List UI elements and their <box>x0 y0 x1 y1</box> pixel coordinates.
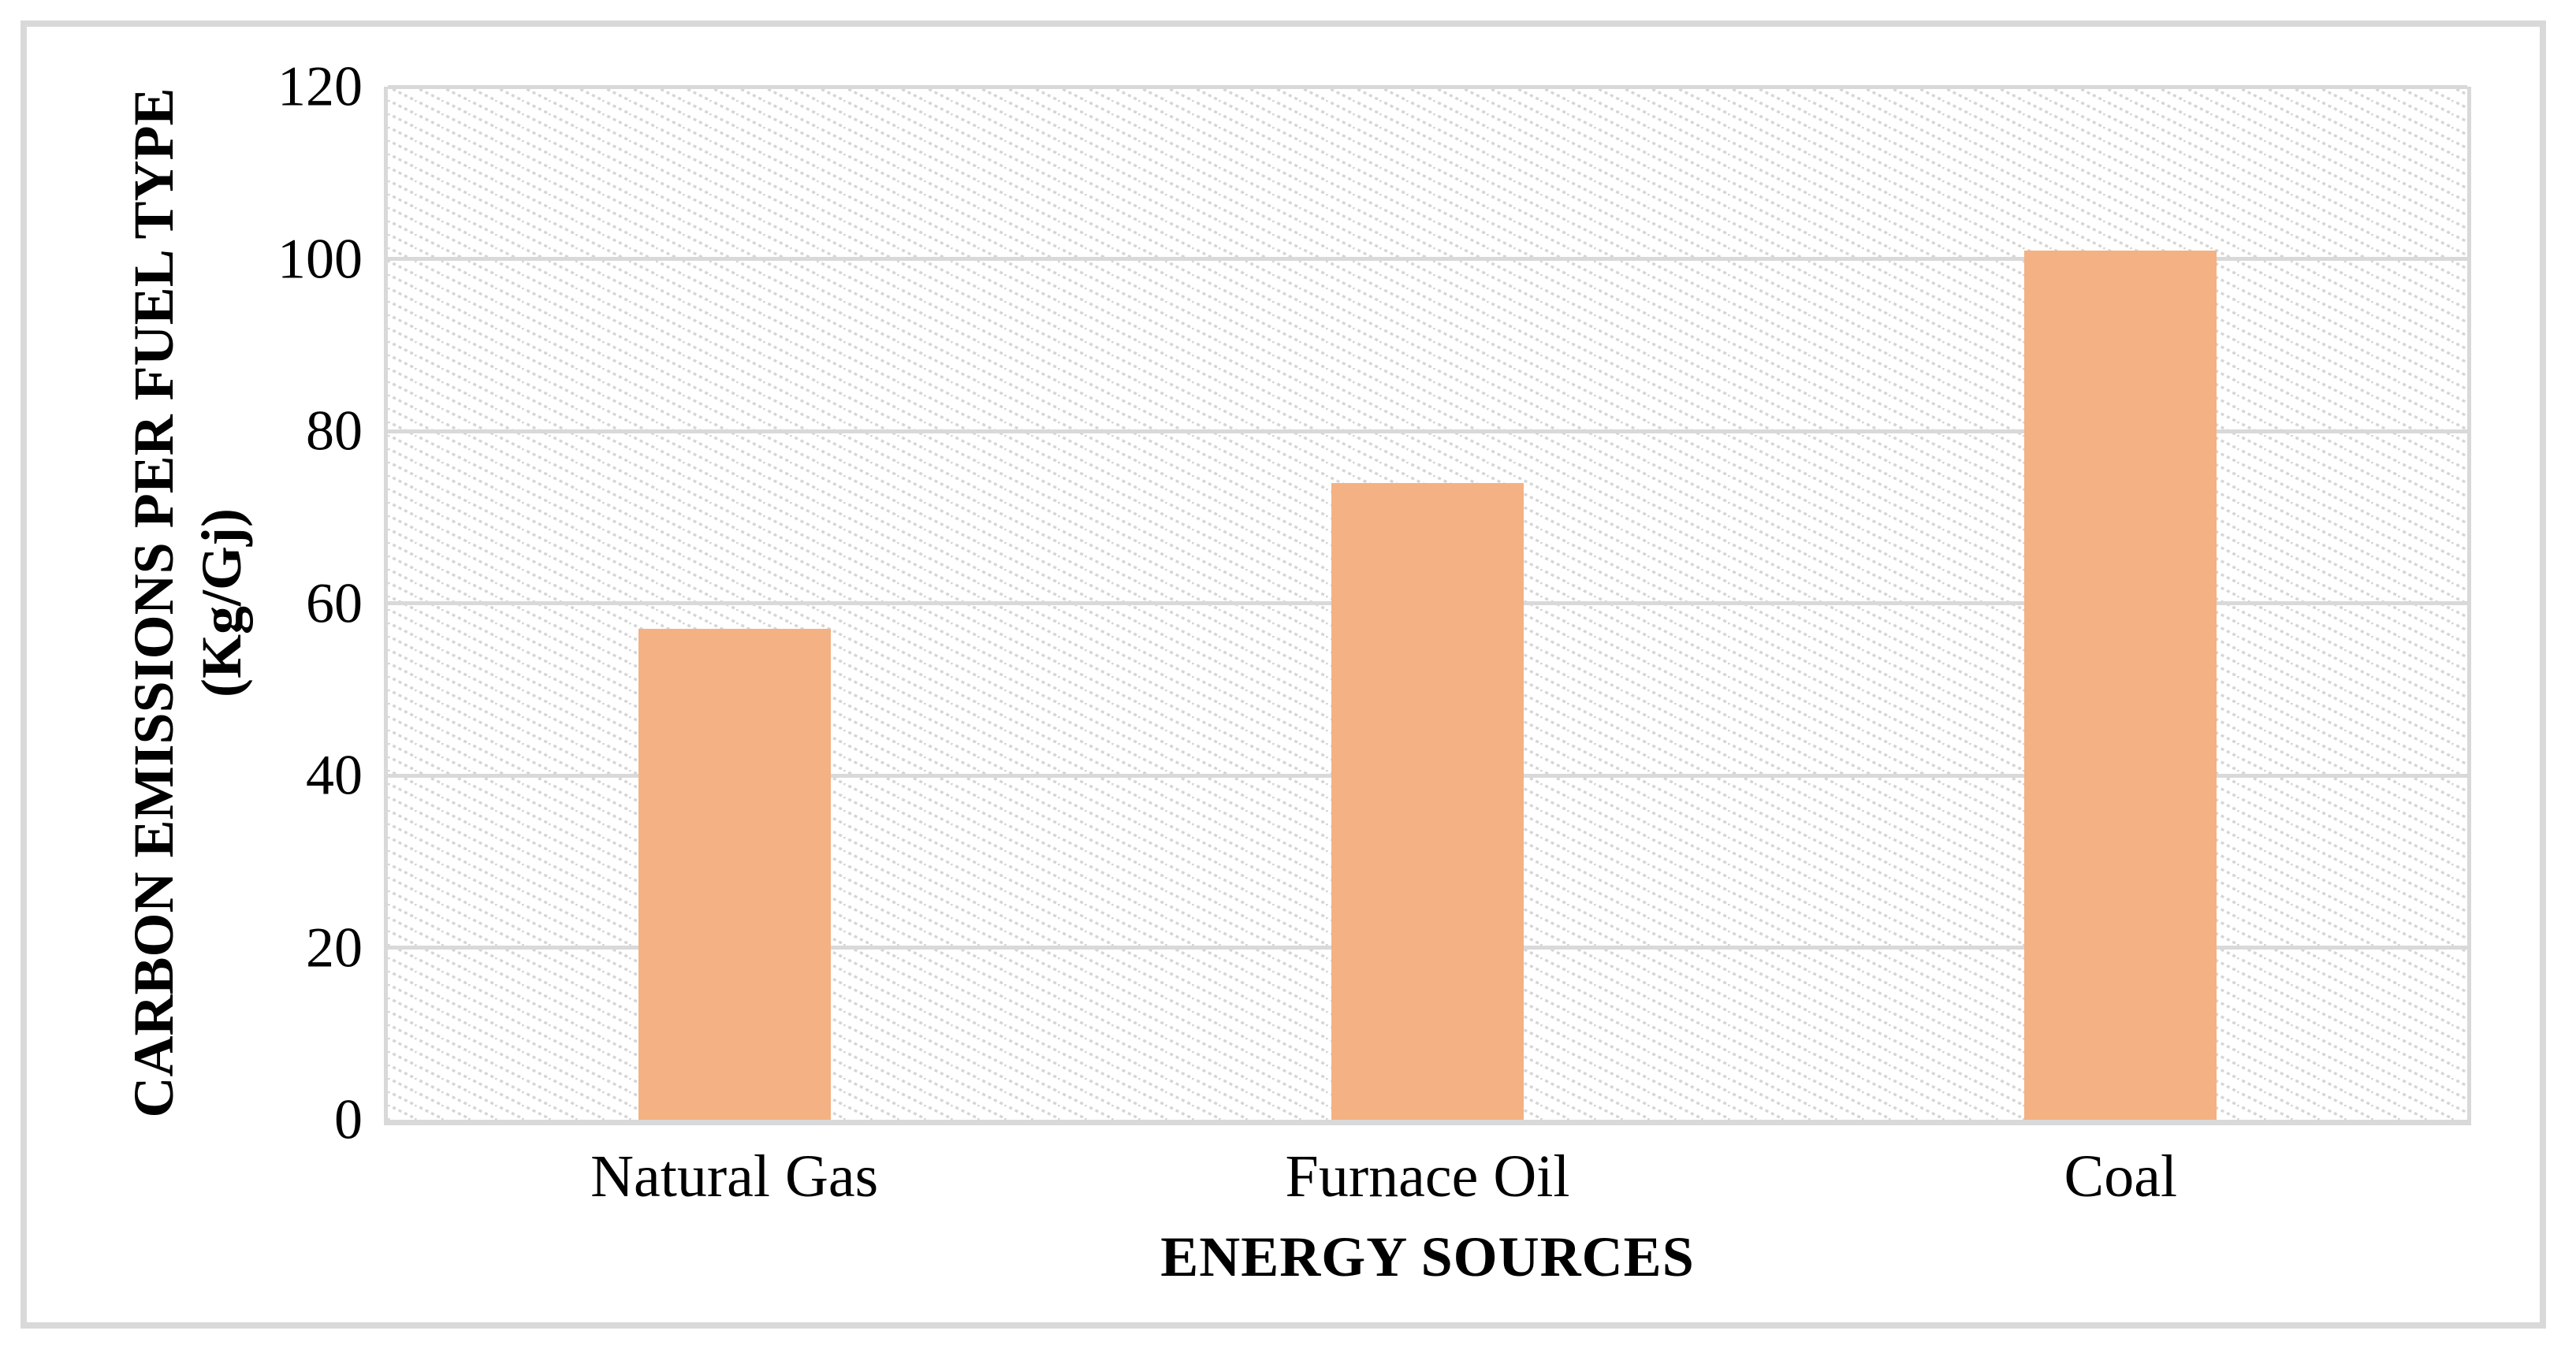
y-tick-label-120: 120 <box>277 54 363 118</box>
y-tick-label-80: 80 <box>306 399 363 463</box>
y-axis-title-line1: CARBON EMISSIONS PER FUEL TYPE <box>122 87 185 1118</box>
y-axis-title-line2: (Kg/Gj) <box>190 508 253 697</box>
x-axis-line <box>384 1120 2471 1125</box>
plot-left-border <box>384 87 388 1120</box>
y-tick-label-0: 0 <box>334 1087 363 1151</box>
gridline-y-100 <box>388 257 2467 261</box>
bar-coal <box>2024 250 2217 1120</box>
y-tick-label-100: 100 <box>277 227 363 290</box>
x-axis-title: ENERGY SOURCES <box>1160 1225 1695 1288</box>
gridline-y-120 <box>388 84 2467 89</box>
x-category-label-natural-gas: Natural Gas <box>590 1143 879 1210</box>
x-category-label-furnace-oil: Furnace Oil <box>1285 1143 1570 1210</box>
y-tick-label-20: 20 <box>306 916 363 979</box>
gridline-y-80 <box>388 429 2467 433</box>
y-tick-label-60: 60 <box>306 571 363 634</box>
plot-area <box>384 84 2471 1125</box>
plot-right-border <box>2467 87 2471 1120</box>
bar-furnace-oil <box>1331 482 1524 1120</box>
y-tick-label-40: 40 <box>306 743 363 807</box>
y-axis-title: CARBON EMISSIONS PER FUEL TYPE (Kg/Gj) <box>120 88 255 1118</box>
x-category-label-coal: Coal <box>2064 1143 2178 1210</box>
bar-natural-gas <box>638 629 831 1120</box>
